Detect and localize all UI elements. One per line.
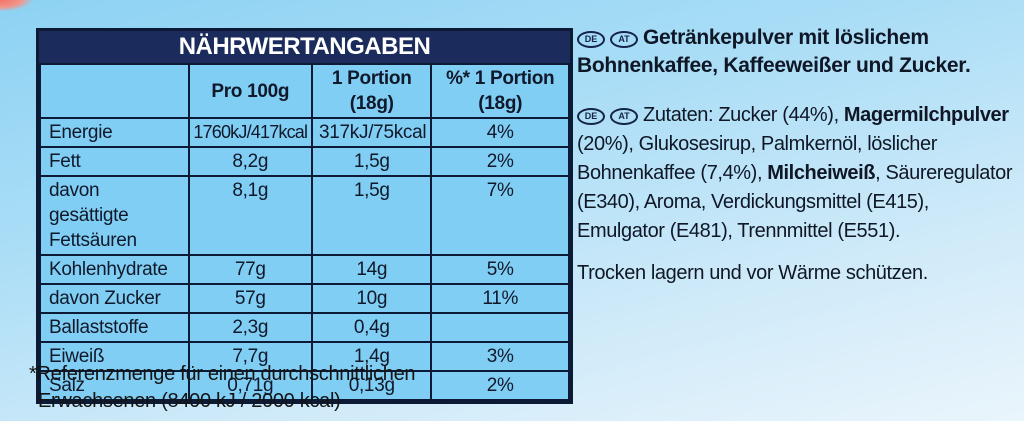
row-portion: 14g [310, 254, 433, 285]
row-per100: 1760kJ/417kcal [187, 117, 314, 148]
column-header-empty [39, 63, 190, 119]
row-percent: 7% [430, 175, 570, 256]
row-per100: 8,2g [187, 146, 314, 177]
column-header-portion: 1 Portion (18g) [310, 63, 433, 119]
ingredients-text: , Säureregulator (E340), Aroma, Verdicku… [577, 162, 1013, 242]
row-per100: 2,3g [187, 312, 314, 343]
description-line: Bohnenkaffee, Kaffeeweißer und Zucker. [577, 54, 971, 77]
row-portion: 0,4g [310, 312, 433, 343]
row-percent: 2% [430, 370, 570, 401]
column-header-percent-portion: %* 1 Portion (18g) [430, 63, 570, 119]
row-per100: 77g [187, 254, 314, 285]
row-percent: 3% [430, 341, 570, 372]
row-portion: 317kJ/75kcal [310, 117, 433, 148]
ingredients-paragraph: DE AT Zutaten: Zucker (44%), Magermilchpul… [577, 101, 1017, 246]
ingredients-text: Zutaten: Zucker (44%), [643, 104, 844, 126]
row-per100: 8,1g [187, 175, 314, 256]
row-label: Kohlenhydrate [39, 254, 190, 285]
row-per100: 57g [187, 283, 314, 314]
nutrition-table-title: NÄHRWERTANGABEN [39, 31, 570, 63]
table-row: Eiweiß 7,7g 1,4g 3% [39, 341, 570, 372]
row-percent: 11% [430, 283, 570, 314]
nutrition-table: NÄHRWERTANGABEN Pro 100g 1 Portion (18g)… [36, 28, 573, 404]
row-label: Ballaststoffe [39, 312, 190, 343]
table-row: Kohlenhydrate 77g 14g 5% [39, 254, 570, 285]
table-row: Ballaststoffe 2,3g 0,4g [39, 312, 570, 343]
ingredients-text: (20%), Glukosesirup, Palmkernöl, löslich… [577, 133, 938, 184]
row-percent: 2% [430, 146, 570, 177]
row-portion: 1,5g [310, 146, 433, 177]
country-badge-de: DE [577, 108, 605, 125]
row-per100: 7,7g [187, 341, 314, 372]
table-row: Energie 1760kJ/417kcal 317kJ/75kcal 4% [39, 117, 570, 148]
row-label: Energie [39, 117, 190, 148]
product-info-block: DE AT Getränkepulver mit löslichem Bohnenka… [577, 24, 1017, 287]
reference-footnote: *Referenzmenge für einen durchschnittlic… [29, 361, 416, 415]
storage-instructions: Trocken lagern und vor Wärme schützen. [577, 262, 928, 284]
country-badge-at: AT [610, 31, 638, 48]
row-label: davon gesättigte Fettsäuren [39, 175, 190, 256]
table-row: Salz 0,71g 0,13g 2% [39, 370, 570, 401]
row-portion: 0,13g [310, 370, 433, 401]
row-label: davon Zucker [39, 283, 190, 314]
row-percent: 4% [430, 117, 570, 148]
row-label: Eiweiß [39, 341, 190, 372]
product-description: DE AT Getränkepulver mit löslichem Bohnenka… [577, 24, 1017, 80]
nutrition-values-grid: Pro 100g 1 Portion (18g) %* 1 Portion (1… [39, 63, 570, 401]
ingredients-text-bold: Magermilchpulver [843, 104, 1009, 126]
row-portion: 1,4g [310, 341, 433, 372]
package-corner-decoration [0, 0, 46, 14]
column-header-per100g: Pro 100g [187, 63, 314, 119]
row-per100: 0,71g [187, 370, 314, 401]
row-portion: 1,5g [310, 175, 433, 256]
ingredients-text-bold: Milcheiweiß [767, 162, 876, 184]
row-percent: 5% [430, 254, 570, 285]
footnote-line: Erwachsenen (8400 kJ / 2000 kcal) [38, 390, 341, 412]
table-row: davon Zucker 57g 10g 11% [39, 283, 570, 314]
row-portion: 10g [310, 283, 433, 314]
table-row: davon gesättigte Fettsäuren 8,1g 1,5g 7% [39, 175, 570, 256]
country-badge-de: DE [577, 31, 605, 48]
row-label: Fett [39, 146, 190, 177]
row-label: Salz [39, 370, 190, 401]
table-row: Fett 8,2g 1,5g 2% [39, 146, 570, 177]
footnote-line: *Referenzmenge für einen durchschnittlic… [29, 363, 416, 385]
description-line: Getränkepulver mit löslichem [643, 26, 929, 49]
row-percent [430, 312, 570, 343]
country-badge-at: AT [610, 108, 638, 125]
table-header-row: Pro 100g 1 Portion (18g) %* 1 Portion (1… [39, 63, 570, 119]
